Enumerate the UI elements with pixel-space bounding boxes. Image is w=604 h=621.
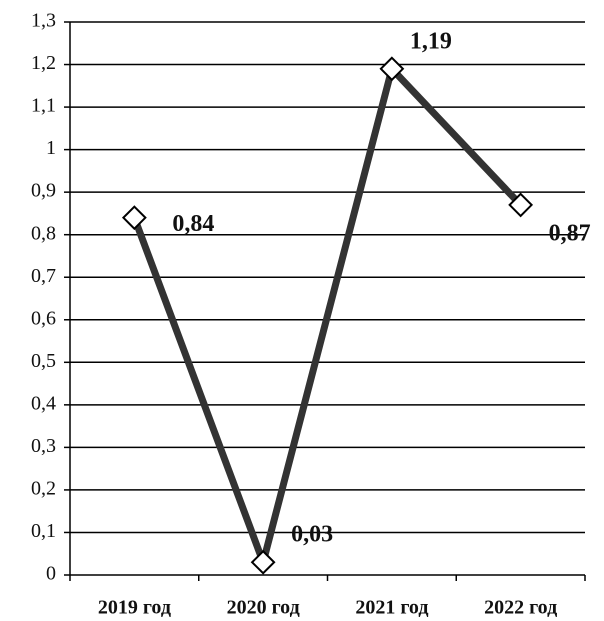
y-tick-label: 0,6 bbox=[31, 307, 56, 329]
data-label: 0,84 bbox=[172, 211, 214, 237]
marker bbox=[379, 56, 405, 82]
data-label: 0,03 bbox=[291, 522, 333, 548]
y-tick-label: 0,9 bbox=[31, 180, 56, 202]
marker bbox=[508, 192, 534, 218]
x-tick-label: 2021 год bbox=[355, 597, 428, 619]
marker bbox=[250, 549, 276, 575]
y-tick-label: 1,3 bbox=[31, 10, 56, 32]
x-tick-label: 2022 год bbox=[484, 597, 557, 619]
y-tick-label: 1,2 bbox=[31, 52, 56, 74]
y-tick-label: 0,1 bbox=[31, 520, 56, 542]
y-tick-label: 0,2 bbox=[31, 478, 56, 500]
y-tick-label: 0 bbox=[46, 563, 56, 585]
y-tick-label: 0,8 bbox=[31, 222, 56, 244]
y-tick-label: 1 bbox=[46, 137, 56, 159]
y-tick-label: 1,1 bbox=[31, 95, 56, 117]
y-tick-label: 0,4 bbox=[31, 392, 56, 414]
y-tick-label: 0,3 bbox=[31, 435, 56, 457]
data-label: 1,19 bbox=[410, 28, 452, 54]
x-tick-label: 2020 год bbox=[227, 597, 300, 619]
data-label: 0,87 bbox=[549, 220, 591, 246]
marker bbox=[121, 205, 147, 231]
line bbox=[131, 65, 524, 566]
y-tick-label: 0,7 bbox=[31, 265, 56, 287]
y-tick-label: 0,5 bbox=[31, 350, 56, 372]
x-tick-label: 2019 год bbox=[98, 597, 171, 619]
